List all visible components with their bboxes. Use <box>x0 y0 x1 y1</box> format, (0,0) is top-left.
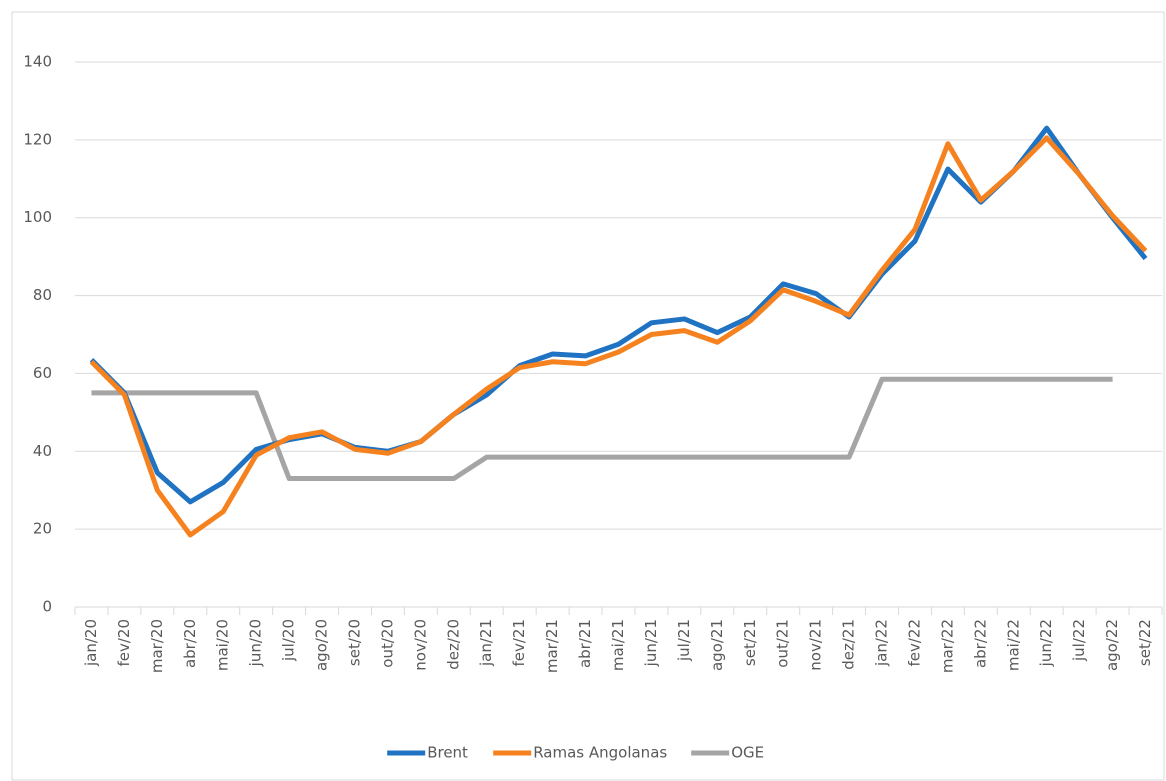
x-tick-label: jun/22 <box>1037 619 1055 667</box>
x-tick-label: fev/21 <box>510 619 528 667</box>
legend-label: Brent <box>427 744 468 762</box>
x-tick-label: set/20 <box>345 619 363 666</box>
x-tick-label: nov/20 <box>411 619 429 671</box>
x-tick-label: set/22 <box>1136 619 1154 666</box>
x-tick-label: jul/21 <box>675 619 693 662</box>
x-tick-label: ago/21 <box>708 619 726 671</box>
x-tick-label: nov/21 <box>807 619 825 671</box>
x-tick-label: set/21 <box>741 619 759 666</box>
x-tick-label: mar/20 <box>148 619 166 673</box>
y-tick-label: 40 <box>33 442 52 460</box>
x-tick-label: abr/21 <box>576 619 594 668</box>
x-tick-label: mai/20 <box>214 619 232 671</box>
y-tick-label: 60 <box>33 364 52 382</box>
x-tick-label: mar/21 <box>543 619 561 673</box>
y-tick-label: 100 <box>23 208 52 226</box>
x-tick-label: mai/22 <box>1004 619 1022 671</box>
series-line <box>91 376 1113 482</box>
x-tick-label: ago/22 <box>1103 619 1121 671</box>
x-tick-label: jan/21 <box>477 619 495 667</box>
x-tick-label: abr/20 <box>181 619 199 668</box>
y-tick-label: 0 <box>42 598 52 616</box>
x-tick-label: mai/21 <box>609 619 627 671</box>
x-tick-label: jun/21 <box>642 619 660 667</box>
x-tick-label: jan/22 <box>873 619 891 667</box>
x-tick-label: dez/21 <box>840 619 858 670</box>
y-tick-label: 140 <box>23 53 52 71</box>
y-tick-label: 20 <box>33 520 52 538</box>
y-tick-label: 120 <box>23 130 52 148</box>
y-tick-label: 80 <box>33 286 52 304</box>
legend-label: OGE <box>731 744 764 762</box>
x-tick-label: jul/20 <box>280 619 298 662</box>
x-tick-label: jan/20 <box>82 619 100 667</box>
x-tick-label: fev/22 <box>905 619 923 667</box>
x-tick-label: dez/20 <box>444 619 462 670</box>
x-tick-label: jun/20 <box>247 619 265 667</box>
x-tick-label: abr/22 <box>971 619 989 668</box>
x-tick-label: mar/22 <box>938 619 956 673</box>
series-line <box>89 125 1148 505</box>
legend-label: Ramas Angolanas <box>533 744 667 762</box>
x-tick-label: ago/20 <box>313 619 331 671</box>
x-tick-label: out/20 <box>378 619 396 668</box>
x-tick-label: jul/22 <box>1070 619 1088 662</box>
x-tick-label: fev/20 <box>115 619 133 667</box>
series-line <box>89 135 1148 538</box>
x-tick-label: out/21 <box>774 619 792 668</box>
